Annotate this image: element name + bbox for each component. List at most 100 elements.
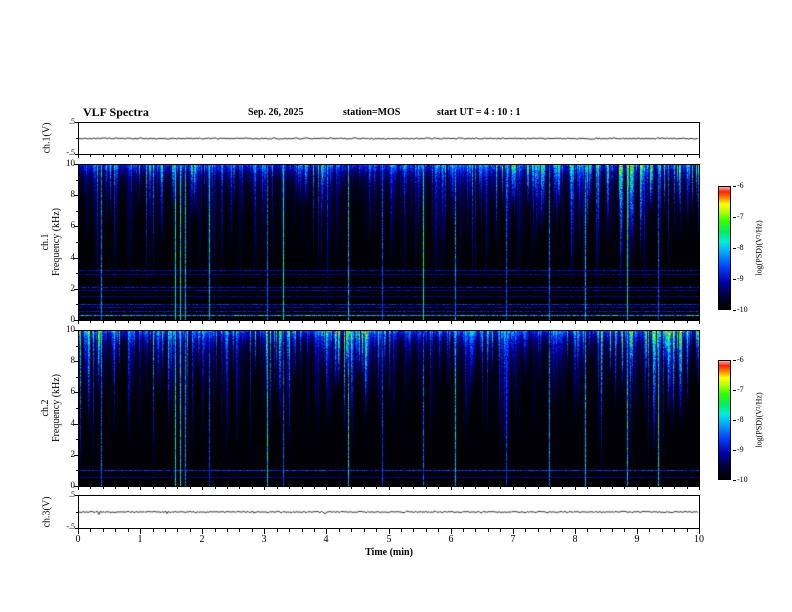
tick-mark bbox=[600, 321, 601, 323]
tick-mark bbox=[413, 529, 414, 532]
tick-mark bbox=[90, 155, 91, 157]
x-tick-label: 7 bbox=[510, 534, 516, 545]
tick-mark bbox=[500, 155, 501, 157]
tick-mark bbox=[227, 487, 228, 489]
tick-mark bbox=[451, 155, 452, 158]
tick-mark bbox=[76, 346, 78, 347]
spectrogram-panel-ch2 bbox=[78, 330, 700, 487]
tick-mark bbox=[190, 321, 191, 323]
tick-mark bbox=[587, 529, 588, 532]
freq-tick-label: 8 bbox=[70, 355, 76, 365]
tick-mark bbox=[78, 155, 79, 158]
tick-mark bbox=[426, 487, 427, 489]
station-label: station=MOS bbox=[343, 107, 401, 118]
colorbar-tick-label: -10 bbox=[737, 305, 748, 314]
tick-mark bbox=[74, 486, 78, 487]
tick-mark bbox=[177, 487, 178, 489]
x-tick-label: 6 bbox=[448, 534, 454, 545]
tick-mark bbox=[74, 330, 78, 331]
tick-mark bbox=[438, 487, 439, 489]
waveform-ch1-trace bbox=[79, 123, 699, 154]
tick-mark bbox=[314, 155, 315, 157]
tick-mark bbox=[475, 321, 476, 323]
tick-mark bbox=[74, 258, 78, 259]
tick-mark bbox=[90, 529, 91, 532]
tick-mark bbox=[326, 321, 327, 324]
tick-mark bbox=[426, 155, 427, 157]
tick-mark bbox=[413, 487, 414, 489]
tick-mark bbox=[239, 487, 240, 489]
tick-mark bbox=[612, 487, 613, 489]
volt-tick-label: .5 bbox=[69, 117, 75, 126]
tick-mark bbox=[401, 155, 402, 157]
tick-mark bbox=[177, 321, 178, 323]
tick-mark bbox=[525, 487, 526, 489]
freq-tick-label: 2 bbox=[70, 283, 76, 293]
waveform-ch3-trace bbox=[79, 496, 699, 528]
tick-mark bbox=[351, 529, 352, 532]
spec-ch1-channel-label: ch.1 bbox=[40, 233, 51, 251]
freq-tick-label: 4 bbox=[70, 418, 76, 428]
tick-mark bbox=[264, 529, 265, 534]
tick-mark bbox=[699, 321, 700, 324]
tick-mark bbox=[128, 529, 129, 532]
tick-mark bbox=[115, 529, 116, 532]
tick-mark bbox=[426, 529, 427, 532]
tick-mark bbox=[277, 155, 278, 157]
tick-mark bbox=[513, 487, 514, 490]
tick-mark bbox=[78, 321, 79, 324]
tick-mark bbox=[376, 529, 377, 532]
tick-mark bbox=[227, 155, 228, 157]
tick-mark bbox=[351, 321, 352, 323]
tick-mark bbox=[401, 487, 402, 489]
tick-mark bbox=[475, 155, 476, 157]
freq-tick-label: 6 bbox=[70, 386, 76, 396]
tick-mark bbox=[662, 155, 663, 157]
tick-mark bbox=[252, 487, 253, 489]
tick-mark bbox=[76, 408, 78, 409]
tick-mark bbox=[227, 529, 228, 532]
tick-mark bbox=[733, 186, 736, 187]
tick-mark bbox=[364, 321, 365, 323]
tick-mark bbox=[165, 155, 166, 157]
tick-mark bbox=[538, 487, 539, 489]
tick-mark bbox=[637, 155, 638, 158]
tick-mark bbox=[75, 122, 78, 123]
colorbar-tick-label: -7 bbox=[737, 385, 744, 394]
tick-mark bbox=[165, 487, 166, 489]
tick-mark bbox=[538, 529, 539, 532]
freq-tick-label: 10 bbox=[66, 158, 75, 168]
spec-ch1-axis-label: ch.1 Frequency (kHz) bbox=[40, 208, 62, 276]
tick-mark bbox=[339, 321, 340, 323]
x-axis-label: Time (min) bbox=[365, 547, 413, 558]
tick-mark bbox=[364, 529, 365, 532]
tick-mark bbox=[140, 529, 141, 534]
tick-mark bbox=[550, 529, 551, 532]
tick-mark bbox=[733, 450, 736, 451]
tick-mark bbox=[463, 155, 464, 157]
tick-mark bbox=[600, 529, 601, 532]
colorbar-ch2 bbox=[718, 360, 731, 480]
tick-mark bbox=[326, 529, 327, 534]
tick-mark bbox=[277, 529, 278, 532]
tick-mark bbox=[649, 321, 650, 323]
x-tick-label: 2 bbox=[199, 534, 205, 545]
x-tick-label: 0 bbox=[75, 534, 81, 545]
x-tick-label: 1 bbox=[137, 534, 143, 545]
colorbar-tick-label: -8 bbox=[737, 243, 744, 252]
tick-mark bbox=[733, 480, 736, 481]
tick-mark bbox=[289, 155, 290, 157]
freq-tick-label: 8 bbox=[70, 189, 76, 199]
tick-mark bbox=[76, 273, 78, 274]
tick-mark bbox=[76, 138, 78, 139]
tick-mark bbox=[76, 439, 78, 440]
tick-mark bbox=[153, 155, 154, 157]
tick-mark bbox=[575, 529, 576, 534]
tick-mark bbox=[624, 487, 625, 489]
spec-ch2-axis-label: ch.2 Frequency (kHz) bbox=[40, 374, 62, 442]
tick-mark bbox=[351, 155, 352, 157]
tick-mark bbox=[451, 529, 452, 534]
tick-mark bbox=[587, 321, 588, 323]
tick-mark bbox=[314, 487, 315, 489]
tick-mark bbox=[153, 529, 154, 532]
